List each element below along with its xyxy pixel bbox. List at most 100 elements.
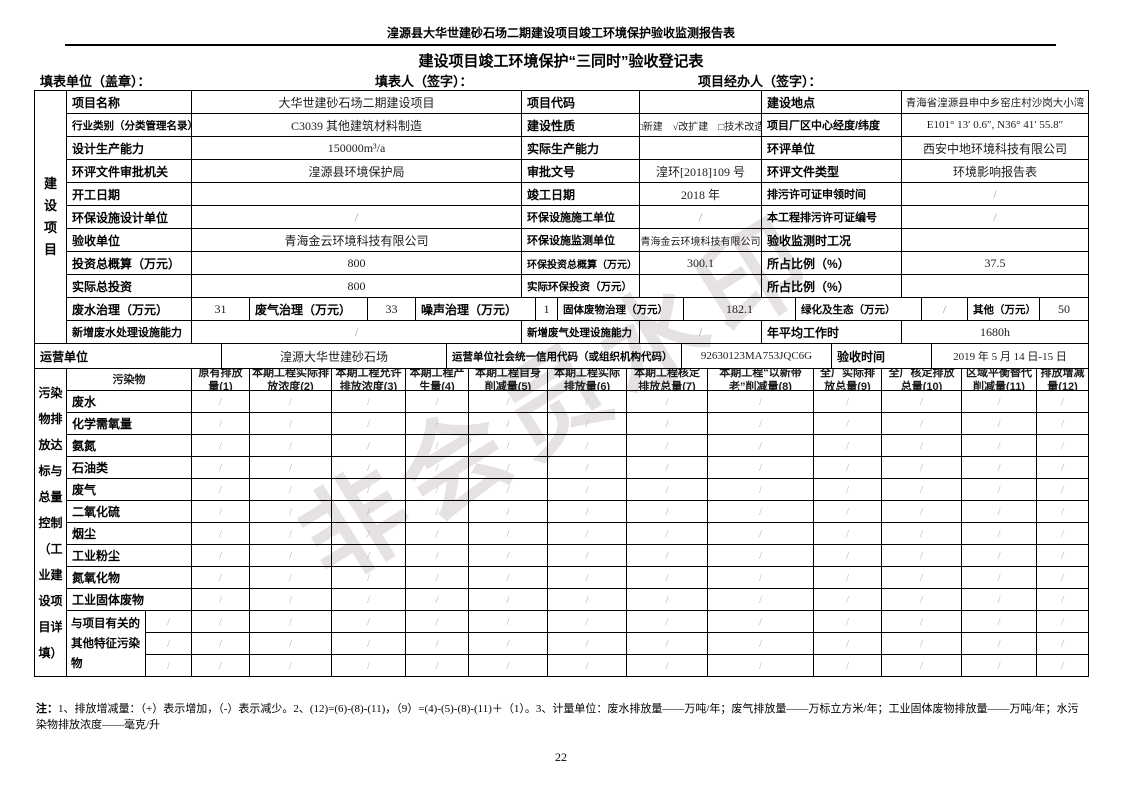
- pollutant-value: /: [626, 479, 707, 500]
- field-label: 废气治理（万元）: [249, 298, 367, 320]
- column-header: 全厂实际排放总量(9): [813, 369, 881, 390]
- field-value: 182.1: [683, 298, 795, 320]
- pollutant-value: /: [405, 523, 468, 544]
- pollutant-value: /: [626, 435, 707, 456]
- field-value: 1680h: [901, 321, 1088, 343]
- info-row: 实际总投资 800 实际环保投资（万元） 所占比例（%）: [67, 274, 1088, 297]
- info-row: 设计生产能力 150000m³/a 实际生产能力 环评单位 西安中地环境科技有限公司: [67, 136, 1088, 159]
- info-row: 废水治理（万元） 31 废气治理（万元） 33 噪声治理（万元） 1 固体废物治理（万元） 1…: [67, 297, 1088, 320]
- pollutant-value: /: [468, 413, 547, 434]
- info-row: 开工日期 竣工日期 2018 年排污许可证申领时间 /: [67, 182, 1088, 205]
- pollutant-value: /: [626, 655, 707, 676]
- pollutant-value: /: [405, 589, 468, 610]
- pollutant-value: /: [331, 457, 405, 478]
- pollutant-value: /: [249, 611, 331, 632]
- pollutant-value: /: [881, 655, 961, 676]
- pollutant-row: / / / / / / / / / / / / /: [146, 654, 1088, 676]
- pollutant-value: /: [331, 391, 405, 412]
- pollutant-value: /: [468, 655, 547, 676]
- field-label: 竣工日期: [521, 183, 639, 205]
- field-value: 31: [191, 298, 249, 320]
- field-label: 环保投资总概算（万元）: [521, 252, 639, 274]
- column-header: 本期工程允许排放浓度(3): [331, 369, 405, 390]
- field-value: 800: [191, 252, 521, 274]
- pollutant-value: /: [331, 655, 405, 676]
- pollutant-value: /: [249, 523, 331, 544]
- field-value: 92630123MA753JQC6G: [681, 344, 831, 368]
- pollutant-value: /: [961, 633, 1036, 654]
- pollutant-name: 与项目有关的其他特征污染物: [71, 617, 140, 670]
- info-row: 行业类别（分类管理名录） C3039 其他建筑材料制造 建设性质 □新建 √改扩建 □…: [67, 113, 1088, 136]
- field-value: 大华世建砂石场二期建设项目: [191, 91, 521, 113]
- field-value: 150000m³/a: [191, 137, 521, 159]
- pollutant-value: /: [813, 501, 881, 522]
- pollutant-value: /: [1036, 633, 1088, 654]
- handler-label: 项目经办人（签字）：: [698, 74, 822, 89]
- pollutant-value: /: [468, 611, 547, 632]
- field-value: 青海金云环境科技有限公司: [639, 229, 761, 251]
- field-label: 本工程排污许可证编号: [761, 206, 901, 228]
- pollutant-value: /: [405, 567, 468, 588]
- field-label: 投资总概算（万元）: [72, 256, 181, 271]
- pollutant-value: /: [813, 545, 881, 566]
- pollutant-value: /: [405, 413, 468, 434]
- field-value: /: [901, 183, 1088, 205]
- pollutant-value: /: [1036, 545, 1088, 566]
- field-value: 37.5: [901, 252, 1088, 274]
- pollutant-value: /: [626, 589, 707, 610]
- pollutant-value: /: [961, 523, 1036, 544]
- pollutant-value: /: [626, 391, 707, 412]
- pollutant-value: /: [707, 413, 813, 434]
- pollutant-value: /: [405, 479, 468, 500]
- column-header: 本期工程自身削减量(5): [468, 369, 547, 390]
- pollutant-value: /: [1036, 435, 1088, 456]
- pollutant-row: 废水 / / / / / / / / / / / /: [67, 390, 1088, 412]
- pollutant-value: /: [813, 479, 881, 500]
- field-value: /: [901, 206, 1088, 228]
- footnote-text: 1、排放增减量：（+）表示增加，（-）表示减少。2、(12)=(6)-(8)-(…: [36, 703, 1079, 731]
- pollutant-row: 烟尘 / / / / / / / / / / / /: [67, 522, 1088, 544]
- column-header: 全厂核定排放总量(10): [881, 369, 961, 390]
- pollutant-value: /: [961, 655, 1036, 676]
- pollutant-row: 化学需氧量 / / / / / / / / / / / /: [67, 412, 1088, 434]
- pollutant-value: /: [191, 545, 249, 566]
- pollutant-row: 二氧化硫 / / / / / / / / / / / /: [67, 500, 1088, 522]
- pollutant-value: /: [191, 523, 249, 544]
- pollutant-value: /: [331, 545, 405, 566]
- pollutant-value: /: [1036, 413, 1088, 434]
- field-value: /: [639, 321, 761, 343]
- pollutant-value: /: [707, 611, 813, 632]
- pollutant-value: /: [961, 435, 1036, 456]
- pollutant-value: /: [961, 391, 1036, 412]
- pollutant-value: /: [1036, 655, 1088, 676]
- field-value: [639, 275, 761, 297]
- pollutant-value: /: [707, 479, 813, 500]
- pollutant-row: / / / / / / / / / / / / /: [146, 611, 1088, 632]
- pollutant-value: /: [961, 611, 1036, 632]
- pollutant-value: /: [191, 633, 249, 654]
- pollutant-value: /: [405, 633, 468, 654]
- pollutant-value: /: [468, 523, 547, 544]
- pollutant-value: /: [707, 655, 813, 676]
- pollutant-name: 工业固体废物: [72, 593, 145, 607]
- field-value: 1: [535, 298, 557, 320]
- pollutant-value: /: [468, 567, 547, 588]
- pollution-header-row: 污染物 原有排放量(1) 本期工程实际排放浓度(2) 本期工程允许排放浓度(3) 本期工…: [67, 369, 1088, 390]
- field-value: 青海金云环境科技有限公司: [191, 229, 521, 251]
- pollutant-value: /: [331, 479, 405, 500]
- pollutant-value: /: [331, 567, 405, 588]
- pollutant-value: /: [707, 435, 813, 456]
- pollutant-value: /: [468, 457, 547, 478]
- pollutant-value: /: [881, 611, 961, 632]
- pollutant-value: /: [249, 479, 331, 500]
- pollutant-row: 氮氧化物 / / / / / / / / / / / /: [67, 566, 1088, 588]
- pollutant-value: /: [1036, 457, 1088, 478]
- registration-table: 建设项目 项目名称 大华世建砂石场二期建设项目 项目代码 建设地点 青海省湟源县申中乡窑…: [34, 90, 1089, 677]
- pollutant-name: 石油类: [72, 461, 109, 475]
- pollutant-value: /: [881, 501, 961, 522]
- pollutant-value: /: [547, 611, 626, 632]
- pollutant-value: /: [881, 567, 961, 588]
- pollution-table: 污染物 原有排放量(1) 本期工程实际排放浓度(2) 本期工程允许排放浓度(3) 本期工…: [67, 369, 1088, 676]
- footnote-prefix: 注：: [36, 703, 58, 715]
- pollutant-value: /: [405, 457, 468, 478]
